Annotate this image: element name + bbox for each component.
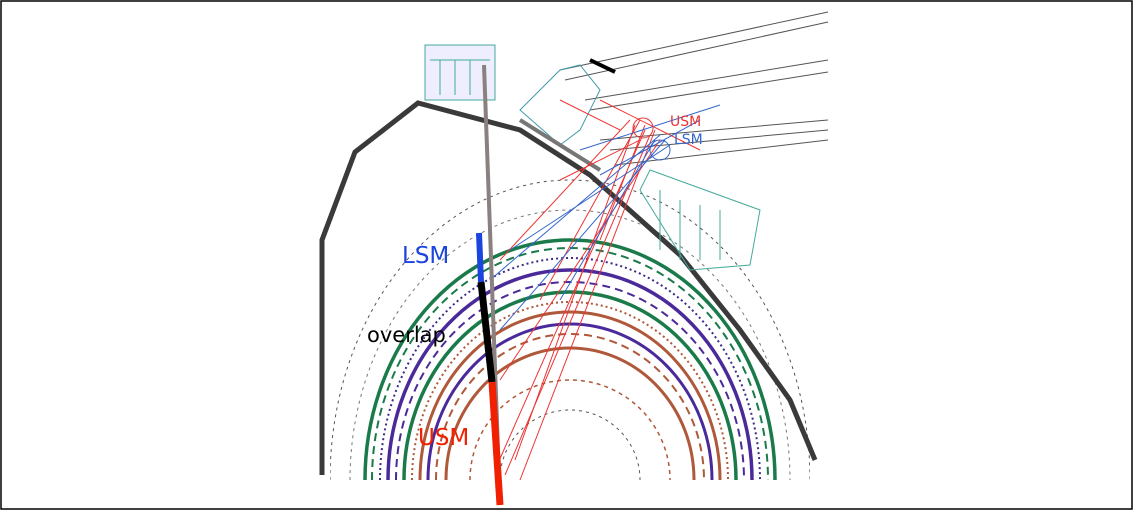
overlap-label: overlap (367, 323, 446, 347)
frame (1, 1, 1132, 509)
lsm-segment (479, 233, 481, 282)
lsm-port-label: LSM (674, 132, 703, 148)
usm-label: USM (418, 425, 469, 451)
lsm-label: LSM (402, 243, 449, 269)
diagram: LSM overlap USM USM LSM (0, 0, 1133, 510)
usm-port-label: USM (670, 114, 701, 130)
